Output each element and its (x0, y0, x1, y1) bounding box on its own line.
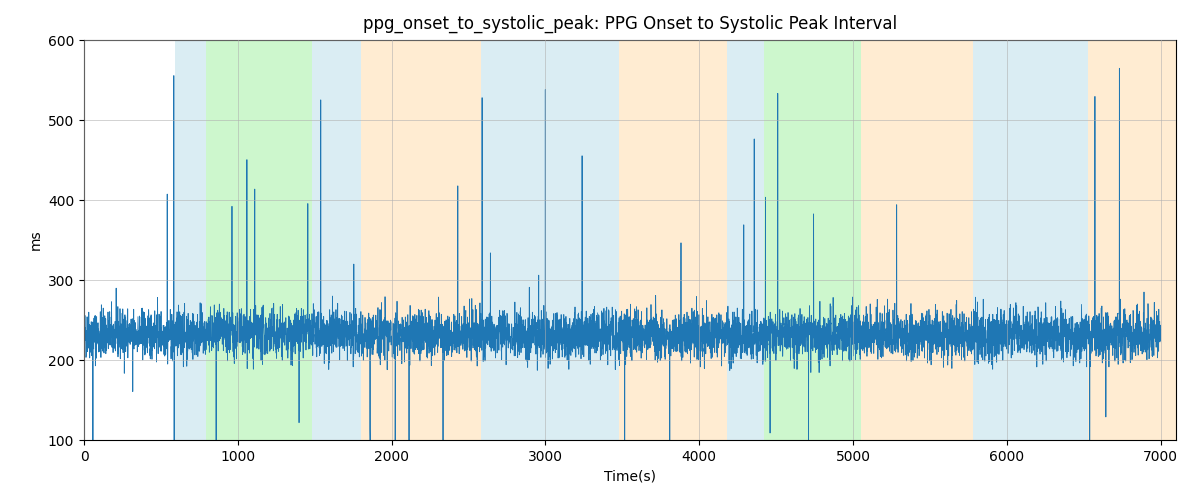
Title: ppg_onset_to_systolic_peak: PPG Onset to Systolic Peak Interval: ppg_onset_to_systolic_peak: PPG Onset to… (362, 15, 898, 33)
Bar (973, 40, 1088, 440)
Bar (361, 40, 481, 440)
Y-axis label: ms: ms (29, 230, 42, 250)
Bar (205, 40, 312, 440)
Bar (727, 40, 764, 440)
Bar (1088, 40, 1176, 440)
Bar (764, 40, 860, 440)
X-axis label: Time(s): Time(s) (604, 470, 656, 484)
Bar (481, 40, 619, 440)
Bar (312, 40, 361, 440)
Bar (860, 40, 973, 440)
Bar (175, 40, 205, 440)
Bar (619, 40, 727, 440)
